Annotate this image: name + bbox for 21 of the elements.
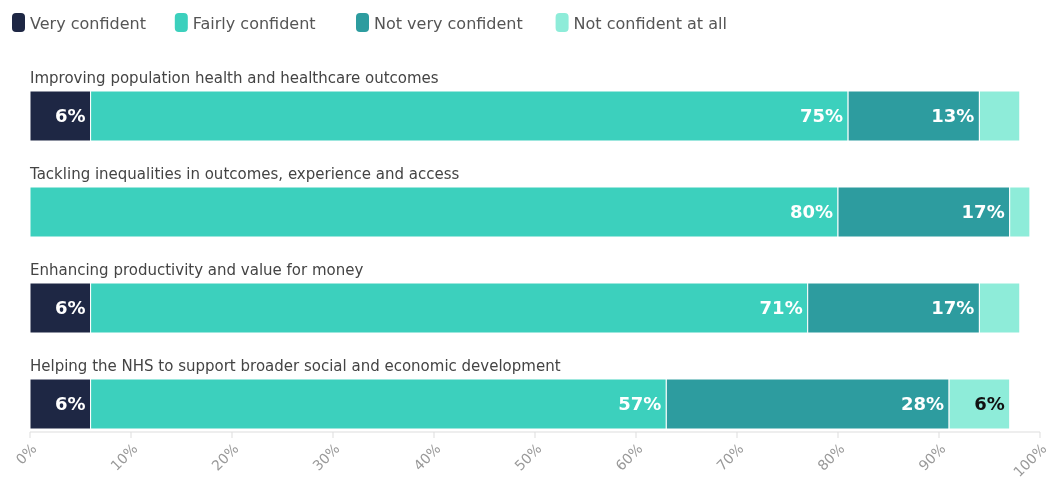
data-label: 80%	[789, 201, 833, 223]
data-label: 17%	[931, 297, 975, 319]
legend-label: Fairly confident	[192, 13, 316, 33]
legend-label: Very confident	[30, 13, 146, 33]
data-label: 17%	[961, 201, 1005, 223]
data-label: 6%	[55, 393, 86, 415]
data-label: 6%	[974, 393, 1005, 415]
data-label: 28%	[901, 393, 945, 415]
data-label: 57%	[618, 393, 662, 415]
data-label: 13%	[931, 105, 975, 127]
legend-label: Not confident at all	[573, 13, 727, 33]
legend-label: Not very confident	[374, 13, 523, 33]
data-label: 6%	[55, 297, 86, 319]
x-tick-label: 0%	[12, 440, 40, 468]
data-label: 6%	[55, 105, 86, 127]
y-tick-label: Enhancing productivity and value for money	[30, 261, 364, 279]
data-label: 75%	[800, 105, 844, 127]
data-label: 71%	[759, 297, 803, 319]
y-tick-label: Tackling inequalities in outcomes, experience and access	[29, 165, 460, 183]
y-tick-label: Improving population health and healthcare outcomes	[30, 69, 439, 87]
y-tick-label: Helping the NHS to support broader social and economic development	[30, 357, 561, 375]
